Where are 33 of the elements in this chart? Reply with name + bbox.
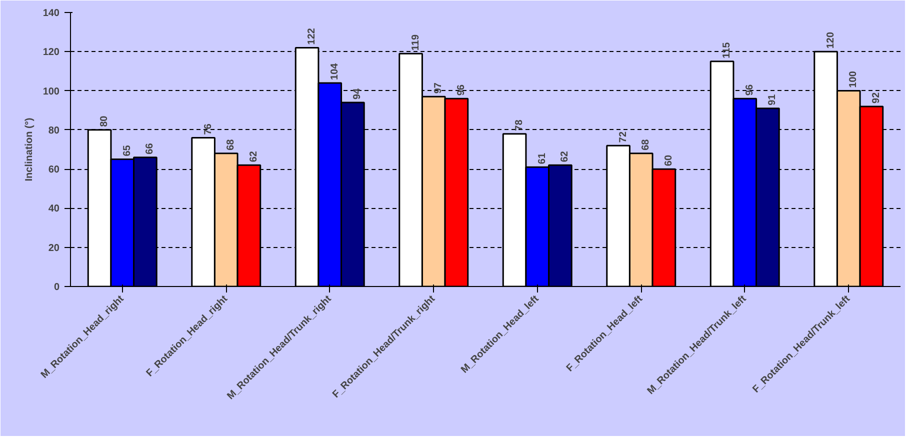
data-label: 65 — [122, 144, 133, 156]
y-tick-label: 120 — [42, 47, 60, 58]
data-label: 62 — [560, 150, 571, 162]
data-label: 96 — [456, 84, 467, 96]
data-label: 80 — [99, 115, 110, 127]
data-label: 78 — [514, 119, 526, 131]
data-label: 122 — [306, 28, 318, 45]
data-label: 119 — [410, 34, 422, 51]
data-label: 96 — [744, 84, 756, 96]
y-tick-label: 20 — [48, 242, 60, 254]
data-label: 76 — [202, 123, 214, 135]
y-axis-title: Inclination (°) — [24, 118, 35, 182]
data-label: 92 — [870, 92, 882, 104]
data-label: 68 — [226, 138, 237, 150]
y-tick-label: 40 — [48, 204, 60, 215]
y-tick-label: 100 — [42, 86, 60, 98]
data-label: 120 — [825, 32, 836, 49]
y-tick-label: 60 — [48, 164, 60, 176]
data-label: 61 — [536, 152, 548, 164]
y-tick-label: 0 — [54, 282, 60, 293]
data-label: 94 — [352, 88, 364, 100]
data-label: 72 — [618, 131, 629, 143]
data-label: 104 — [329, 62, 340, 80]
y-tick-label: 80 — [48, 125, 60, 136]
data-label: 115 — [722, 42, 733, 58]
data-label: 97 — [433, 82, 444, 94]
data-label: 100 — [848, 70, 860, 88]
data-label: 60 — [663, 154, 674, 166]
y-tick-label: 140 — [42, 8, 60, 19]
data-label: 62 — [248, 150, 260, 162]
data-label: 66 — [144, 142, 156, 154]
data-label: 68 — [640, 138, 652, 150]
data-label: 91 — [767, 94, 778, 106]
